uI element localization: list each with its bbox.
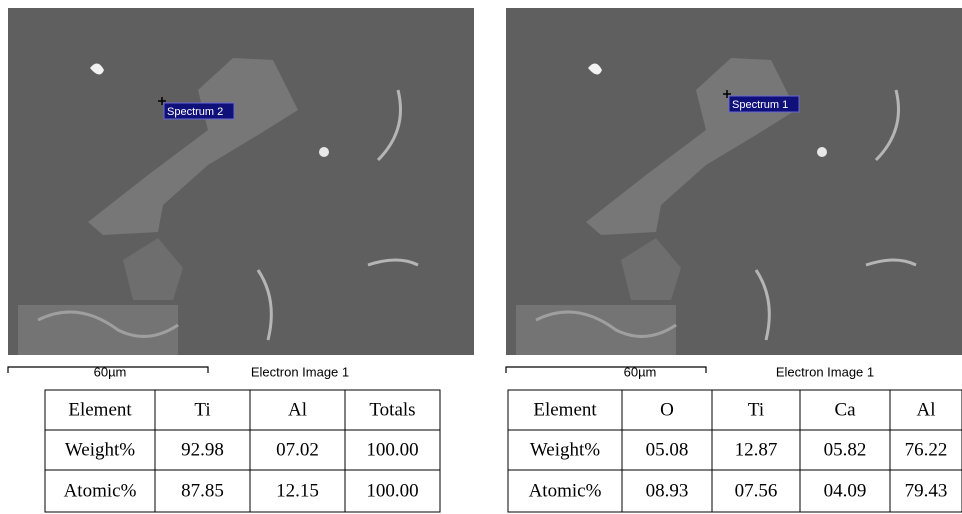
table-cell: 08.93 (646, 480, 689, 501)
table-cell: 87.85 (181, 480, 224, 501)
bright-spot (817, 147, 827, 157)
table-cell: 79.43 (905, 480, 948, 501)
scale-label: 60µm (94, 364, 127, 379)
table-cell: Atomic% (529, 480, 602, 501)
image-title: Electron Image 1 (251, 364, 349, 379)
table-cell: Weight% (65, 439, 135, 460)
table-cell: 12.15 (276, 480, 319, 501)
bright-spot (319, 147, 329, 157)
table-cell: 100.00 (366, 439, 418, 460)
marker-label: Spectrum 2 (167, 106, 223, 118)
sem-image: Spectrum 1 (506, 8, 962, 355)
image-title: Electron Image 1 (776, 364, 874, 379)
table-cell: Weight% (530, 439, 600, 460)
table-cell: 07.56 (735, 480, 778, 501)
table-cell: 92.98 (181, 439, 224, 460)
table-header: Ti (194, 399, 210, 420)
table-header: Al (288, 399, 307, 420)
texture (516, 305, 676, 355)
sem-image: Spectrum 2 (8, 8, 474, 355)
texture (18, 305, 178, 355)
table-header: Ti (748, 399, 764, 420)
scale-bar (506, 367, 706, 373)
table-cell: 100.00 (366, 480, 418, 501)
table-header: Element (533, 399, 597, 420)
table-header: Al (917, 399, 936, 420)
figure: Spectrum 2 60µm Electron Image 1 Element Ti A… (0, 0, 962, 514)
table-cell: 04.09 (824, 480, 867, 501)
table-cell: 05.82 (824, 439, 867, 460)
table-cell: 12.87 (735, 439, 778, 460)
data-table: Element Ti Al Totals Weight% 92.98 07.02 100.00… (45, 390, 440, 512)
table-header: Ca (834, 399, 856, 420)
table-cell: 07.02 (276, 439, 319, 460)
scale-label: 60µm (624, 364, 657, 379)
table-header: Totals (369, 399, 415, 420)
table-header: Element (68, 399, 132, 420)
marker-label: Spectrum 1 (732, 99, 788, 111)
data-table: Element O Ti Ca Al Weight% 05.08 12.87 05.82 76.2… (508, 390, 962, 512)
table-cell: 05.08 (646, 439, 689, 460)
table-cell: Atomic% (64, 480, 137, 501)
table-header: O (660, 399, 674, 420)
table-cell: 76.22 (905, 439, 948, 460)
